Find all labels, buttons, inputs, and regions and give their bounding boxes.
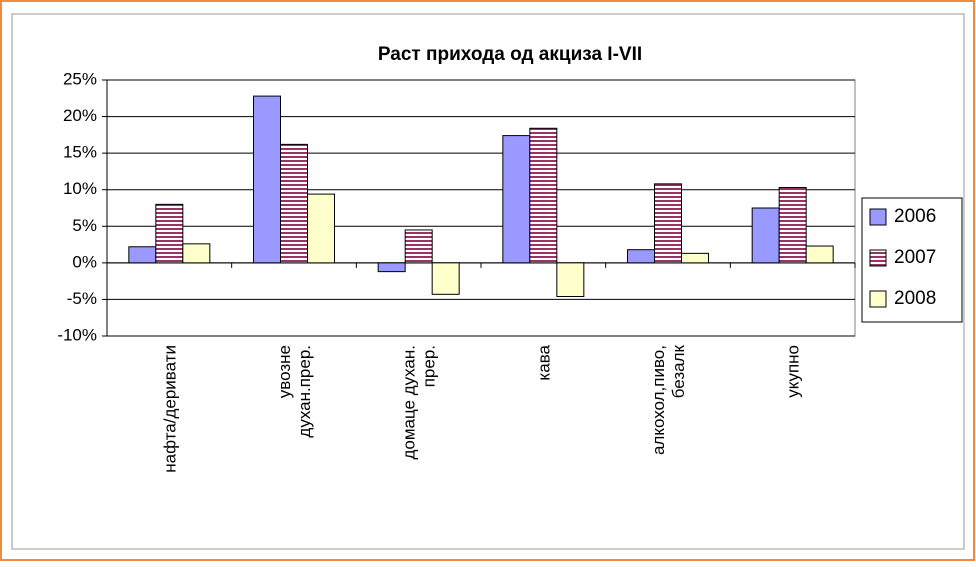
legend-label: 2008 [894, 288, 936, 309]
x-tick-label: домаце духан.прер. [400, 345, 439, 460]
x-tick-label-line: безалк [669, 344, 688, 398]
y-tick-label: 10% [63, 179, 97, 198]
y-tick-label: 0% [72, 252, 97, 271]
bar [778, 187, 807, 264]
x-tick-label: нафта/деривати [160, 345, 179, 473]
y-tick-label: 5% [72, 216, 97, 235]
legend-swatch [869, 290, 887, 308]
bar [805, 245, 834, 264]
x-tick-label: алкохол,пиво,безалк [649, 344, 688, 455]
y-tick-label: -10% [57, 325, 97, 344]
bar [502, 135, 531, 264]
bar [654, 183, 682, 264]
x-tick-label-line: увозне [275, 345, 294, 398]
bar [280, 143, 308, 264]
y-tick-label: 20% [63, 106, 97, 125]
x-tick-label-line: кава [534, 344, 553, 380]
plot-area [106, 79, 856, 337]
bar [377, 262, 406, 273]
bar [404, 229, 433, 264]
bar [253, 95, 281, 264]
x-tick-label-line: домаце духан. [400, 345, 419, 460]
x-tick-label: увознедухан.прер. [275, 345, 314, 438]
x-tick-label: кава [534, 344, 553, 380]
bar [556, 262, 585, 298]
y-tick-label: 15% [63, 143, 97, 162]
x-tick-label: укупно [784, 345, 803, 398]
bar [128, 246, 157, 264]
x-tick-label-line: духан.прер. [295, 345, 314, 438]
bar [627, 249, 655, 264]
legend-swatch [869, 249, 887, 267]
y-tick-label: 25% [63, 69, 97, 88]
y-tick-label: -5% [67, 289, 97, 308]
bar [431, 262, 460, 295]
x-tick-label-line: нафта/деривати [160, 345, 179, 473]
legend-label: 2007 [894, 247, 936, 268]
x-tick-label-line: укупно [784, 345, 803, 398]
legend-label: 2006 [894, 206, 936, 227]
x-tick-label-line: прер. [420, 345, 439, 387]
bar [751, 207, 780, 264]
bar [681, 252, 709, 264]
bar [182, 243, 211, 264]
bar [155, 203, 184, 264]
bar [529, 127, 558, 264]
chart-title: Раст прихода од акциза I-VII [378, 44, 642, 65]
bar [307, 193, 335, 264]
x-tick-label-line: алкохол,пиво, [649, 345, 668, 455]
legend-swatch [869, 208, 887, 226]
